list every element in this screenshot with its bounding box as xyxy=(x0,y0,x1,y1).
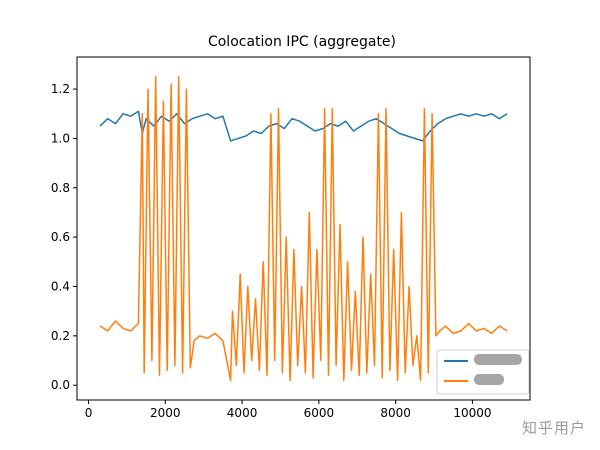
x-tick-label: 8000 xyxy=(380,406,411,420)
series-line-1 xyxy=(99,110,508,142)
y-axis: 0.0 0.2 0.4 0.6 0.8 1.0 1.2 xyxy=(51,82,77,392)
legend-label-2-redacted xyxy=(474,374,504,385)
legend-label-1-redacted xyxy=(474,354,522,365)
y-tick-label: 0.6 xyxy=(51,230,70,244)
x-tick-label: 10000 xyxy=(453,406,491,420)
y-tick-label: 1.2 xyxy=(51,82,70,96)
x-tick-label: 4000 xyxy=(227,406,258,420)
legend xyxy=(436,349,530,395)
y-tick-label: 0.0 xyxy=(51,378,70,392)
x-tick-label: 0 xyxy=(85,406,93,420)
x-tick-label: 2000 xyxy=(150,406,181,420)
series-layer xyxy=(99,75,508,382)
series-line-2 xyxy=(99,75,508,382)
y-tick-label: 1.0 xyxy=(51,131,70,145)
chart-title: Colocation IPC (aggregate) xyxy=(208,34,396,50)
y-tick-label: 0.8 xyxy=(51,181,70,195)
y-tick-label: 0.2 xyxy=(51,329,70,343)
y-tick-label: 0.4 xyxy=(51,279,70,293)
x-tick-label: 6000 xyxy=(304,406,335,420)
watermark-text: 知乎用户 xyxy=(521,419,586,437)
x-axis: 0 2000 4000 6000 8000 10000 xyxy=(85,400,492,420)
plot-frame xyxy=(76,56,531,401)
